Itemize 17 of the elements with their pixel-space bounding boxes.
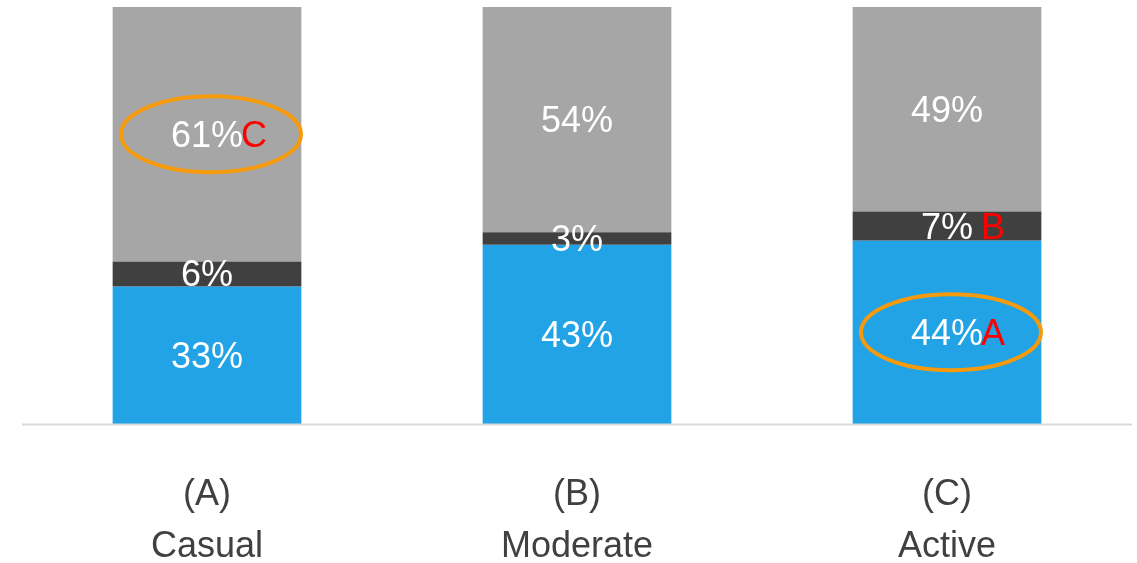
x-tick-label: (A) Casual bbox=[150, 472, 264, 563]
data-label: 49% bbox=[910, 88, 984, 130]
data-label: 43% bbox=[540, 313, 614, 355]
annotation: B bbox=[981, 205, 1006, 247]
data-label: 61% bbox=[170, 113, 244, 155]
bar bbox=[852, 7, 1042, 212]
data-label: 54% bbox=[540, 99, 614, 141]
bar bbox=[112, 7, 302, 262]
data-label: 6% bbox=[180, 253, 234, 295]
x-tick-label: (C) Active bbox=[897, 472, 997, 563]
bar bbox=[852, 240, 1042, 424]
data-label: 7% bbox=[920, 205, 974, 247]
annotation: A bbox=[981, 311, 1006, 353]
data-label: 33% bbox=[170, 334, 244, 376]
annotation: C bbox=[241, 113, 267, 155]
x-tick-label: (B) Moderate bbox=[500, 472, 654, 563]
bar bbox=[112, 286, 302, 424]
